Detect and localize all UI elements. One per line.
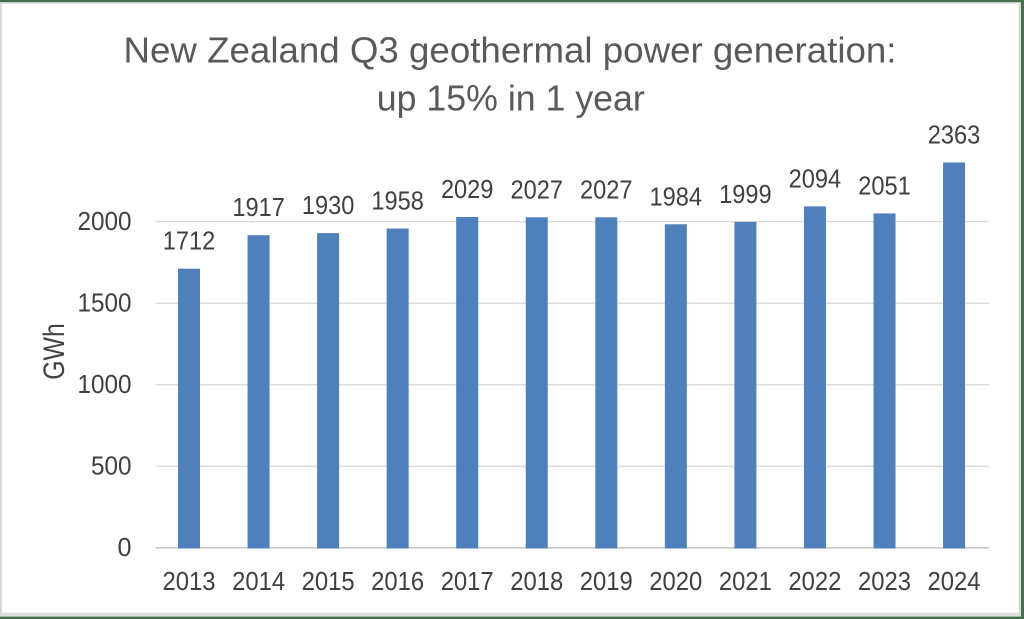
svg-text:1917: 1917 xyxy=(232,194,285,222)
svg-text:2029: 2029 xyxy=(441,176,494,204)
svg-text:2027: 2027 xyxy=(580,176,633,204)
svg-text:GWh: GWh xyxy=(38,323,71,380)
svg-text:2013: 2013 xyxy=(163,566,216,596)
svg-text:New Zealand Q3 geothermal powe: New Zealand Q3 geothermal power generati… xyxy=(124,30,897,71)
svg-text:1930: 1930 xyxy=(302,192,355,220)
svg-text:2027: 2027 xyxy=(511,176,564,204)
svg-text:2363: 2363 xyxy=(928,122,981,150)
svg-text:2015: 2015 xyxy=(302,566,355,596)
svg-text:2022: 2022 xyxy=(788,566,841,596)
svg-text:2023: 2023 xyxy=(858,566,911,596)
svg-text:0: 0 xyxy=(118,532,132,562)
svg-text:up 15% in 1 year: up 15% in 1 year xyxy=(377,77,645,118)
svg-text:1000: 1000 xyxy=(78,369,132,399)
svg-text:1984: 1984 xyxy=(650,183,703,211)
svg-text:2024: 2024 xyxy=(928,566,981,596)
svg-text:2020: 2020 xyxy=(649,566,702,596)
svg-text:2016: 2016 xyxy=(371,566,424,596)
svg-text:1999: 1999 xyxy=(719,181,772,209)
svg-text:2014: 2014 xyxy=(232,566,285,596)
svg-text:500: 500 xyxy=(91,451,132,481)
svg-text:1500: 1500 xyxy=(78,288,132,318)
svg-text:1712: 1712 xyxy=(163,228,216,256)
svg-text:2019: 2019 xyxy=(580,566,633,596)
svg-text:2021: 2021 xyxy=(719,566,772,596)
svg-text:1958: 1958 xyxy=(371,188,424,216)
svg-text:2017: 2017 xyxy=(441,566,494,596)
svg-text:2018: 2018 xyxy=(510,566,563,596)
svg-text:2094: 2094 xyxy=(789,165,842,193)
svg-text:2051: 2051 xyxy=(858,172,911,200)
svg-text:2000: 2000 xyxy=(78,206,132,236)
